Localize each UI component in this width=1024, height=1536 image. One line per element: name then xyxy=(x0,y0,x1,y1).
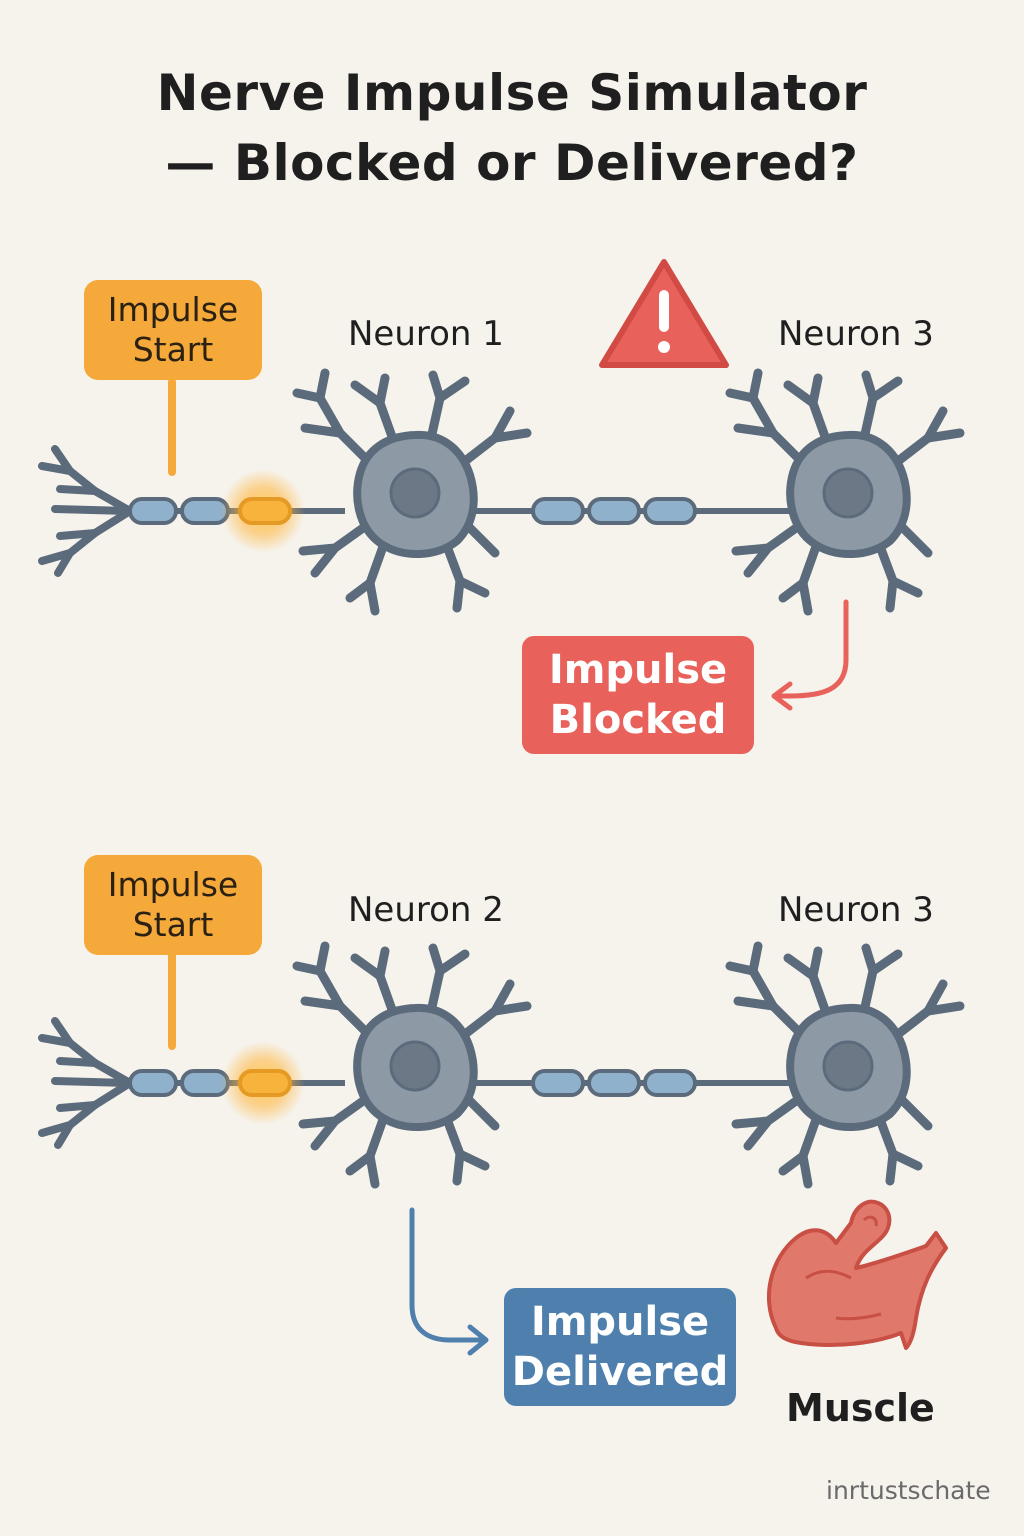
warning-triangle-icon xyxy=(599,259,729,368)
myelin-segment-active xyxy=(238,1069,292,1097)
delivered-line-1: Impulse xyxy=(530,1299,710,1345)
blocked-arrow xyxy=(771,599,849,711)
muscle-label: Muscle xyxy=(786,1386,935,1430)
delivered-arrow xyxy=(409,1207,489,1356)
blocked-scenario xyxy=(42,259,960,711)
blocked-line-2: Blocked xyxy=(549,697,727,743)
myelin-segment xyxy=(643,497,697,525)
myelin-segment xyxy=(643,1069,697,1097)
delivered-line-2: Delivered xyxy=(511,1349,729,1395)
impulse-blocked-box: Impulse Blocked xyxy=(522,636,754,754)
myelin-segment xyxy=(531,497,585,525)
myelin-segment xyxy=(128,497,178,525)
flexed-arm-muscle-icon xyxy=(766,1199,948,1350)
neuron-cell-3 xyxy=(730,373,960,611)
impulse-start-box: Impulse Start xyxy=(84,280,262,380)
start-label-line-1: Impulse xyxy=(107,290,239,329)
myelin-segment xyxy=(128,1069,178,1097)
axon-terminal xyxy=(42,449,130,573)
neuron-label: Neuron 3 xyxy=(778,890,934,930)
neuron-label: Neuron 2 xyxy=(348,890,504,930)
delivered-scenario xyxy=(42,946,960,1356)
myelin-segment xyxy=(587,1069,641,1097)
neuron-label: Neuron 3 xyxy=(778,314,934,354)
neuron-cell-3 xyxy=(730,946,960,1184)
neuron-cell-1 xyxy=(297,373,527,611)
myelin-segment-active xyxy=(238,497,292,525)
watermark: inrtustschate xyxy=(826,1476,991,1505)
neuron-cell-2 xyxy=(297,946,527,1184)
impulse-start-box: Impulse Start xyxy=(84,855,262,955)
title-line-1: Nerve Impulse Simulator xyxy=(156,64,868,122)
myelin-segment xyxy=(587,497,641,525)
axon-terminal xyxy=(42,1021,130,1145)
start-label-line-2: Start xyxy=(132,905,214,944)
page-title: Nerve Impulse Simulator — Blocked or Del… xyxy=(0,58,1024,198)
blocked-line-1: Impulse xyxy=(548,647,728,693)
start-label-line-2: Start xyxy=(132,330,214,369)
neuron-label: Neuron 1 xyxy=(348,314,504,354)
impulse-delivered-box: Impulse Delivered xyxy=(504,1288,736,1406)
title-line-2: — Blocked or Delivered? xyxy=(165,134,859,192)
start-label-line-1: Impulse xyxy=(107,865,239,904)
myelin-segment xyxy=(531,1069,585,1097)
